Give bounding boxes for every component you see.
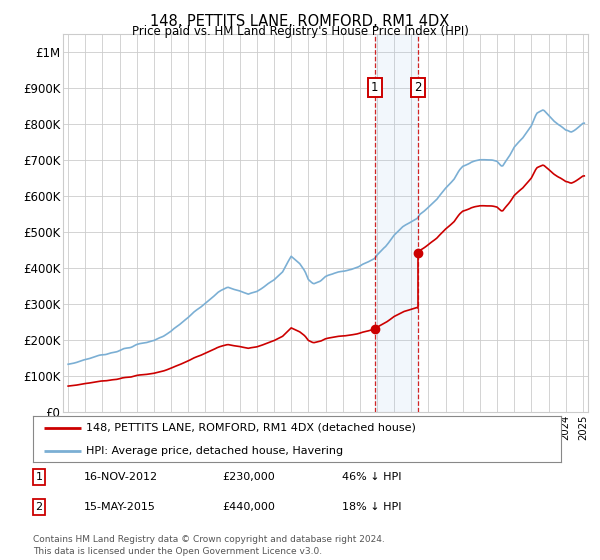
Bar [375, 34, 418, 412]
Text: 1: 1 [35, 472, 43, 482]
Text: 1: 1 [371, 81, 379, 94]
Text: 148, PETTITS LANE, ROMFORD, RM1 4DX: 148, PETTITS LANE, ROMFORD, RM1 4DX [151, 14, 449, 29]
Text: 2: 2 [35, 502, 43, 512]
Text: 148, PETTITS LANE, ROMFORD, RM1 4DX (detached house): 148, PETTITS LANE, ROMFORD, RM1 4DX (det… [86, 423, 416, 432]
Text: Price paid vs. HM Land Registry's House Price Index (HPI): Price paid vs. HM Land Registry's House … [131, 25, 469, 38]
Text: £230,000: £230,000 [222, 472, 275, 482]
Text: 2: 2 [414, 81, 421, 94]
Text: 18% ↓ HPI: 18% ↓ HPI [342, 502, 401, 512]
Text: 16-NOV-2012: 16-NOV-2012 [84, 472, 158, 482]
Text: HPI: Average price, detached house, Havering: HPI: Average price, detached house, Have… [86, 446, 343, 455]
Text: £440,000: £440,000 [222, 502, 275, 512]
Text: Contains HM Land Registry data © Crown copyright and database right 2024.
This d: Contains HM Land Registry data © Crown c… [33, 535, 385, 556]
Text: 46% ↓ HPI: 46% ↓ HPI [342, 472, 401, 482]
Text: 15-MAY-2015: 15-MAY-2015 [84, 502, 156, 512]
